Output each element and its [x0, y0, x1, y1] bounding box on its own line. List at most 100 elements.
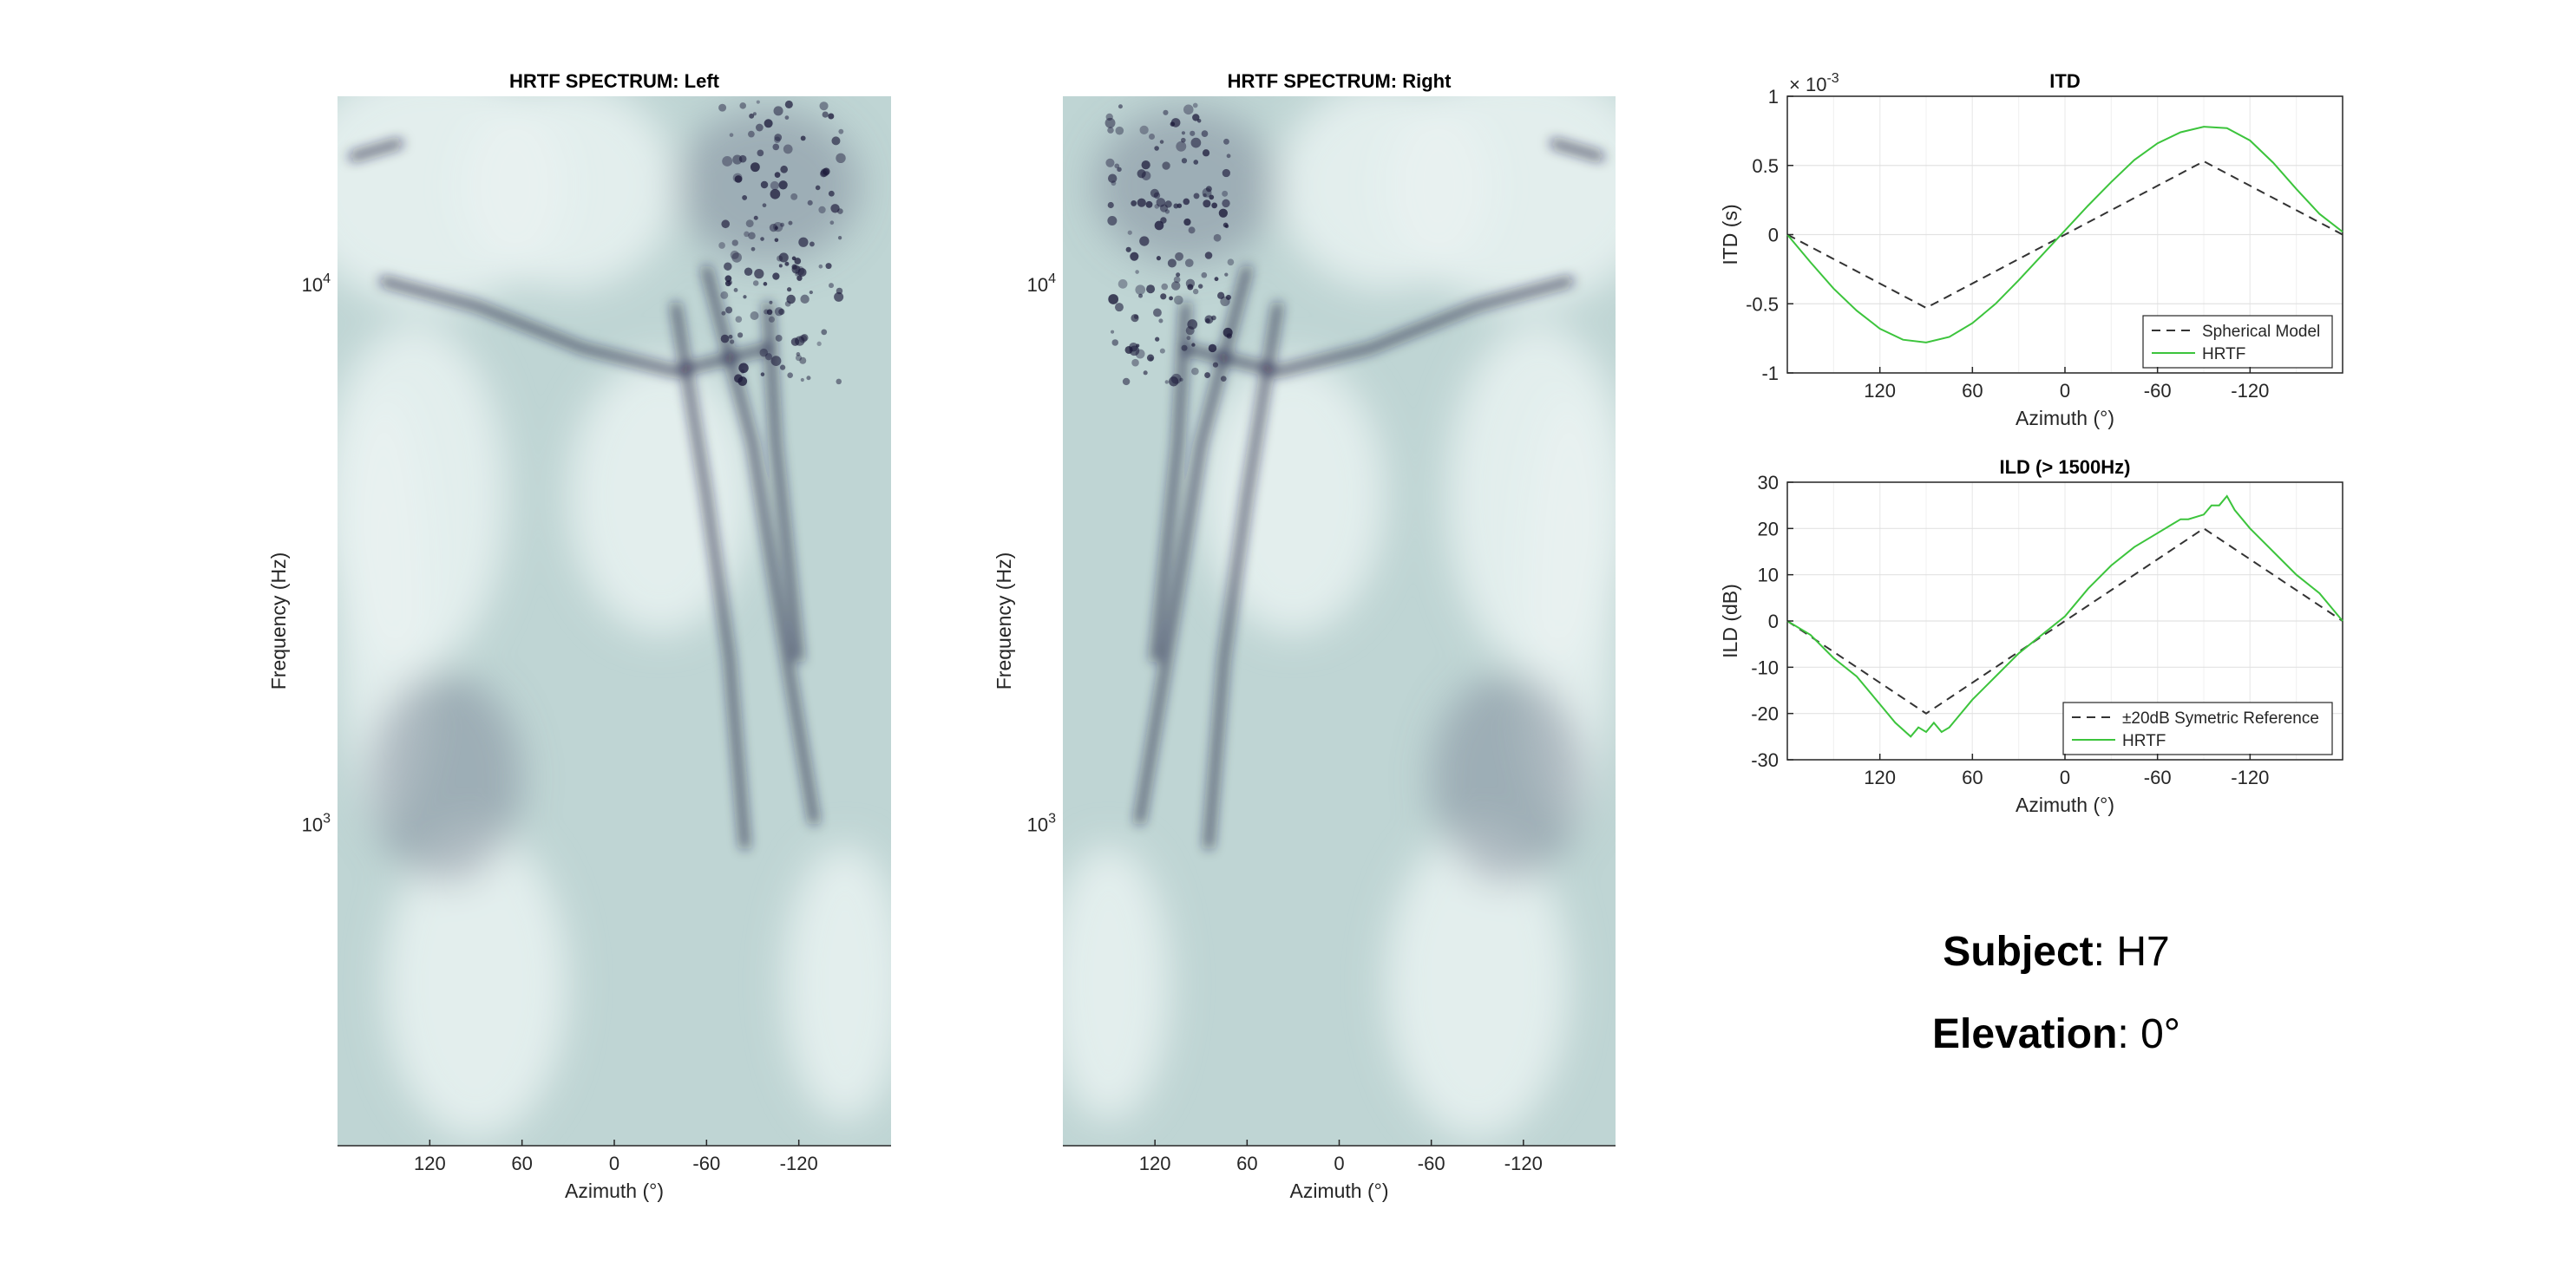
heatmap-dark-point	[1170, 121, 1176, 127]
heatmap-dark-point	[1190, 137, 1202, 148]
heatmap-dark-point	[742, 194, 748, 200]
heatmap-dark-point	[744, 267, 753, 277]
heatmap-dark-point	[1211, 202, 1218, 209]
heatmap-dark-point	[780, 165, 788, 173]
elevation-value: : 0°	[2117, 1011, 2180, 1057]
heatmap-dark-point	[1104, 117, 1116, 128]
heatmap-dark-point	[1205, 186, 1212, 193]
heatmap-light-patch	[1201, 356, 1386, 635]
heatmap-dark-point	[1201, 130, 1209, 137]
heatmap-dark-point	[753, 215, 758, 220]
heatmap-dark-point	[1181, 137, 1186, 143]
heatmap-dark-point	[1176, 272, 1181, 278]
heatmap-dark-point	[1118, 278, 1128, 289]
heatmap-dark-point	[828, 190, 835, 197]
x-tick-label: 0	[2060, 380, 2070, 402]
heatmap-dark-point	[1192, 102, 1198, 108]
heatmap-dark-point	[1137, 198, 1146, 207]
heatmap-dark-point	[1162, 161, 1170, 170]
legend: Spherical Model HRTF	[2142, 315, 2333, 369]
heatmap-dark-point	[735, 316, 743, 323]
heatmap-dark-point	[1156, 256, 1161, 261]
heatmap-dark-point	[1122, 377, 1131, 386]
heatmap-dark-point	[1174, 295, 1183, 305]
y-tick-label: 103	[1027, 811, 1056, 835]
heatmap-dark-point	[764, 119, 773, 128]
heatmap-dark-point	[1139, 236, 1150, 246]
heatmap-dark-point	[1183, 198, 1190, 206]
x-tick-label: 60	[511, 1153, 532, 1174]
y-tick-label: 103	[302, 811, 331, 835]
heatmap-dark-point	[1169, 296, 1173, 301]
heatmap-dark-point	[760, 180, 769, 189]
heatmap-dark-point	[820, 168, 829, 177]
heatmap-dark-point	[1222, 199, 1230, 208]
heatmap-dark-point	[724, 262, 732, 271]
series-line-1	[1786, 160, 2343, 310]
heatmap-dark-point	[1155, 337, 1160, 342]
x-tick-label: 60	[1962, 767, 1983, 788]
heatmap-dark-point	[1130, 252, 1139, 261]
heatmap-dark-point	[745, 219, 754, 228]
heatmap-dark-point	[1185, 278, 1196, 288]
subject-value: : H7	[2093, 929, 2170, 975]
heatmap-dark-point	[773, 222, 783, 232]
heatmap-dark-point	[796, 275, 803, 281]
heatmap-dark-point	[787, 372, 793, 379]
heatmap-dark-point	[772, 272, 780, 280]
elevation-label: Elevation	[1932, 1011, 2118, 1057]
heatmap-dark-point	[748, 130, 755, 138]
heatmap-dark-point	[1188, 226, 1196, 234]
heatmap-dark-point	[748, 232, 756, 240]
heatmap-dark-point	[760, 372, 765, 376]
heatmap-dark-point	[774, 172, 781, 178]
heatmap-dark-point	[1211, 315, 1216, 321]
heatmap-dark-point	[1214, 277, 1219, 282]
series-line-1	[1786, 527, 2343, 715]
heatmap-dark-point	[744, 231, 750, 238]
heatmap-dark-point	[1135, 284, 1146, 295]
heatmap-dark-point	[1170, 281, 1181, 291]
heatmap-dark-point	[1154, 146, 1159, 151]
heatmap-dark-point	[795, 336, 805, 346]
x-tick-label: 0	[2060, 767, 2070, 788]
heatmap-dark-point	[731, 239, 738, 246]
heatmap-dark-point	[750, 311, 759, 320]
x-tick-label: 120	[414, 1153, 446, 1174]
heatmap-dark-point	[722, 155, 733, 167]
heatmap-dark-point	[718, 242, 725, 249]
heatmap-dark-patch	[675, 108, 861, 265]
heatmap-dark-point	[816, 341, 822, 346]
heatmap-dark-point	[778, 264, 783, 268]
heatmap-dark-point	[775, 334, 783, 342]
chart-3: Spherical Model HRTF × 10-3 120 60 0 -60 -120 -1…	[1719, 70, 2343, 429]
heatmap-dark-point	[738, 363, 749, 374]
heatmap-dark-point	[1196, 118, 1202, 123]
heatmap-dark-point	[1158, 318, 1163, 324]
heatmap-dark-point	[1143, 370, 1148, 376]
heatmap-dark-point	[1129, 343, 1138, 352]
heatmap-dark-point	[818, 206, 826, 214]
heatmap-dark-point	[730, 250, 739, 259]
x-tick-label: 0	[1334, 1153, 1344, 1174]
heatmap-dark-point	[1212, 362, 1219, 368]
heatmap-dark-point	[1152, 308, 1162, 317]
chart-title: HRTF SPECTRUM: Right	[1228, 70, 1452, 92]
heatmap-dark-point	[760, 237, 764, 241]
chart-1: 120 60 0 -60 -120 103 104 HRTF SPECTRUM: Left Az…	[267, 70, 891, 1202]
heatmap-dark-point	[1202, 187, 1212, 198]
heatmap-dark-point	[1131, 199, 1137, 206]
chart-title: ITD	[2049, 70, 2080, 92]
heatmap-notches	[349, 139, 818, 850]
heatmap-dark-point	[800, 377, 804, 382]
heatmap-dark-point	[783, 144, 793, 154]
y-tick-label: 0.5	[1752, 155, 1779, 177]
heatmap-dark-point	[1146, 354, 1155, 362]
heatmap-dark-point	[828, 113, 835, 120]
heatmap-dark-point	[1193, 193, 1200, 199]
y-tick-label: 20	[1758, 518, 1779, 539]
heatmap-dark-point	[1226, 154, 1231, 159]
heatmap-dark-point	[766, 309, 773, 316]
heatmap-dark-point	[1111, 339, 1119, 346]
heatmap-dark-point	[720, 291, 729, 299]
